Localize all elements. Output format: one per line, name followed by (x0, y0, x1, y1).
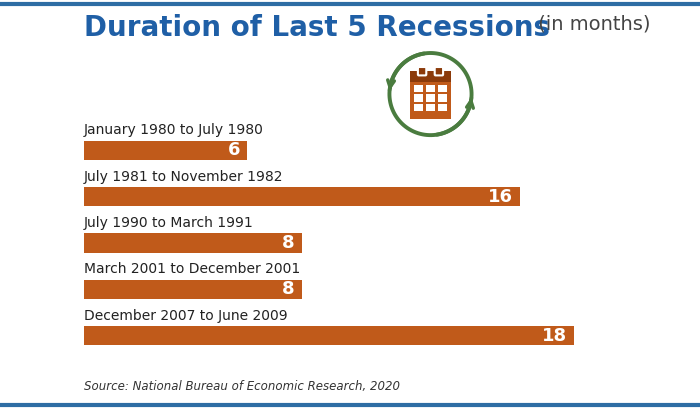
FancyBboxPatch shape (414, 103, 423, 111)
FancyBboxPatch shape (84, 141, 247, 160)
Text: 8: 8 (282, 234, 295, 252)
FancyBboxPatch shape (414, 94, 423, 102)
FancyBboxPatch shape (438, 94, 447, 102)
Text: 6: 6 (228, 141, 240, 159)
Text: 8: 8 (282, 280, 295, 298)
Text: 18: 18 (542, 327, 567, 345)
Text: (in months): (in months) (532, 14, 650, 33)
Text: January 1980 to July 1980: January 1980 to July 1980 (84, 123, 264, 137)
FancyBboxPatch shape (438, 103, 447, 111)
FancyBboxPatch shape (84, 326, 574, 345)
FancyBboxPatch shape (84, 187, 519, 206)
Text: July 1981 to November 1982: July 1981 to November 1982 (84, 170, 284, 184)
FancyBboxPatch shape (410, 75, 451, 119)
FancyBboxPatch shape (414, 85, 423, 92)
FancyBboxPatch shape (84, 233, 302, 253)
FancyBboxPatch shape (426, 94, 435, 102)
Text: July 1990 to March 1991: July 1990 to March 1991 (84, 216, 253, 230)
FancyBboxPatch shape (435, 67, 443, 75)
Text: 16: 16 (488, 188, 512, 206)
FancyBboxPatch shape (410, 71, 451, 82)
FancyBboxPatch shape (426, 85, 435, 92)
FancyBboxPatch shape (418, 67, 426, 75)
Text: Duration of Last 5 Recessions: Duration of Last 5 Recessions (84, 14, 550, 42)
Text: Source: National Bureau of Economic Research, 2020: Source: National Bureau of Economic Rese… (84, 380, 400, 393)
FancyBboxPatch shape (426, 103, 435, 111)
FancyBboxPatch shape (84, 280, 302, 299)
FancyBboxPatch shape (438, 85, 447, 92)
Text: March 2001 to December 2001: March 2001 to December 2001 (84, 262, 300, 276)
Text: December 2007 to June 2009: December 2007 to June 2009 (84, 309, 288, 323)
